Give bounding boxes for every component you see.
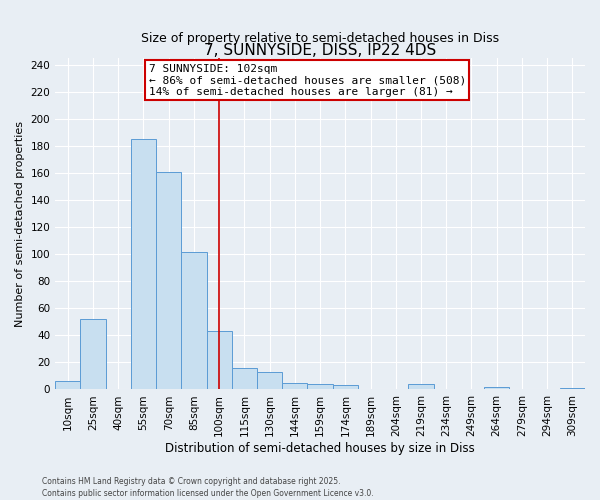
Text: Contains HM Land Registry data © Crown copyright and database right 2025.
Contai: Contains HM Land Registry data © Crown c… xyxy=(42,476,374,498)
Title: 7, SUNNYSIDE, DISS, IP22 4DS: 7, SUNNYSIDE, DISS, IP22 4DS xyxy=(204,44,436,59)
Bar xyxy=(409,384,434,390)
Bar xyxy=(232,368,257,390)
Bar xyxy=(332,386,358,390)
X-axis label: Distribution of semi-detached houses by size in Diss: Distribution of semi-detached houses by … xyxy=(165,442,475,455)
Bar xyxy=(484,387,509,390)
Bar xyxy=(206,332,232,390)
Bar xyxy=(560,388,585,390)
Bar xyxy=(156,172,181,390)
Text: Size of property relative to semi-detached houses in Diss: Size of property relative to semi-detach… xyxy=(141,32,499,45)
Bar xyxy=(80,319,106,390)
Bar xyxy=(257,372,282,390)
Text: 7 SUNNYSIDE: 102sqm
← 86% of semi-detached houses are smaller (508)
14% of semi-: 7 SUNNYSIDE: 102sqm ← 86% of semi-detach… xyxy=(149,64,466,97)
Bar xyxy=(131,140,156,390)
Bar xyxy=(55,382,80,390)
Bar xyxy=(307,384,332,390)
Y-axis label: Number of semi-detached properties: Number of semi-detached properties xyxy=(15,121,25,327)
Bar xyxy=(181,252,206,390)
Bar xyxy=(282,382,307,390)
